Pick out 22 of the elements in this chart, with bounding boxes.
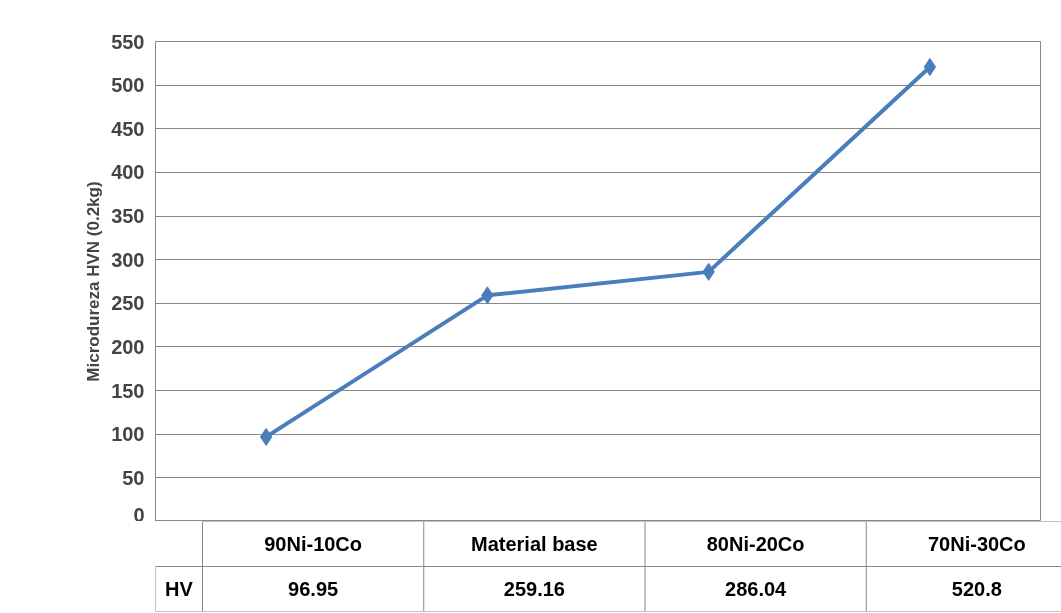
y-tick-label: 50: [122, 466, 145, 489]
y-tick-label: 150: [111, 379, 145, 402]
y-tick-label: 250: [111, 292, 145, 315]
y-tick-label: 400: [111, 161, 145, 184]
x-tick-label: 80Ni-20Co: [706, 533, 805, 555]
x-tick-label: 70Ni-30Co: [927, 533, 1026, 555]
y-tick-label: 200: [111, 335, 145, 358]
y-tick-label: 550: [111, 30, 145, 53]
y-tick-label: 500: [111, 74, 145, 97]
data-label: 259.16: [503, 578, 565, 600]
data-label: 286.04: [725, 578, 788, 600]
y-tick-label: 0: [133, 503, 145, 526]
y-tick-label: 450: [111, 117, 145, 140]
x-tick-label: Material base: [471, 533, 598, 555]
data-label: 520.8: [951, 578, 1002, 600]
y-tick-label: 300: [111, 248, 145, 271]
y-tick-label: 350: [111, 205, 145, 228]
y-axis-title: Microdureza HVN (0.2kg): [84, 181, 104, 382]
y-tick-label: 100: [111, 423, 145, 446]
text: HV: [165, 578, 194, 600]
x-tick-label: 90Ni-10Co: [264, 533, 363, 555]
data-label: 96.95: [288, 578, 339, 600]
